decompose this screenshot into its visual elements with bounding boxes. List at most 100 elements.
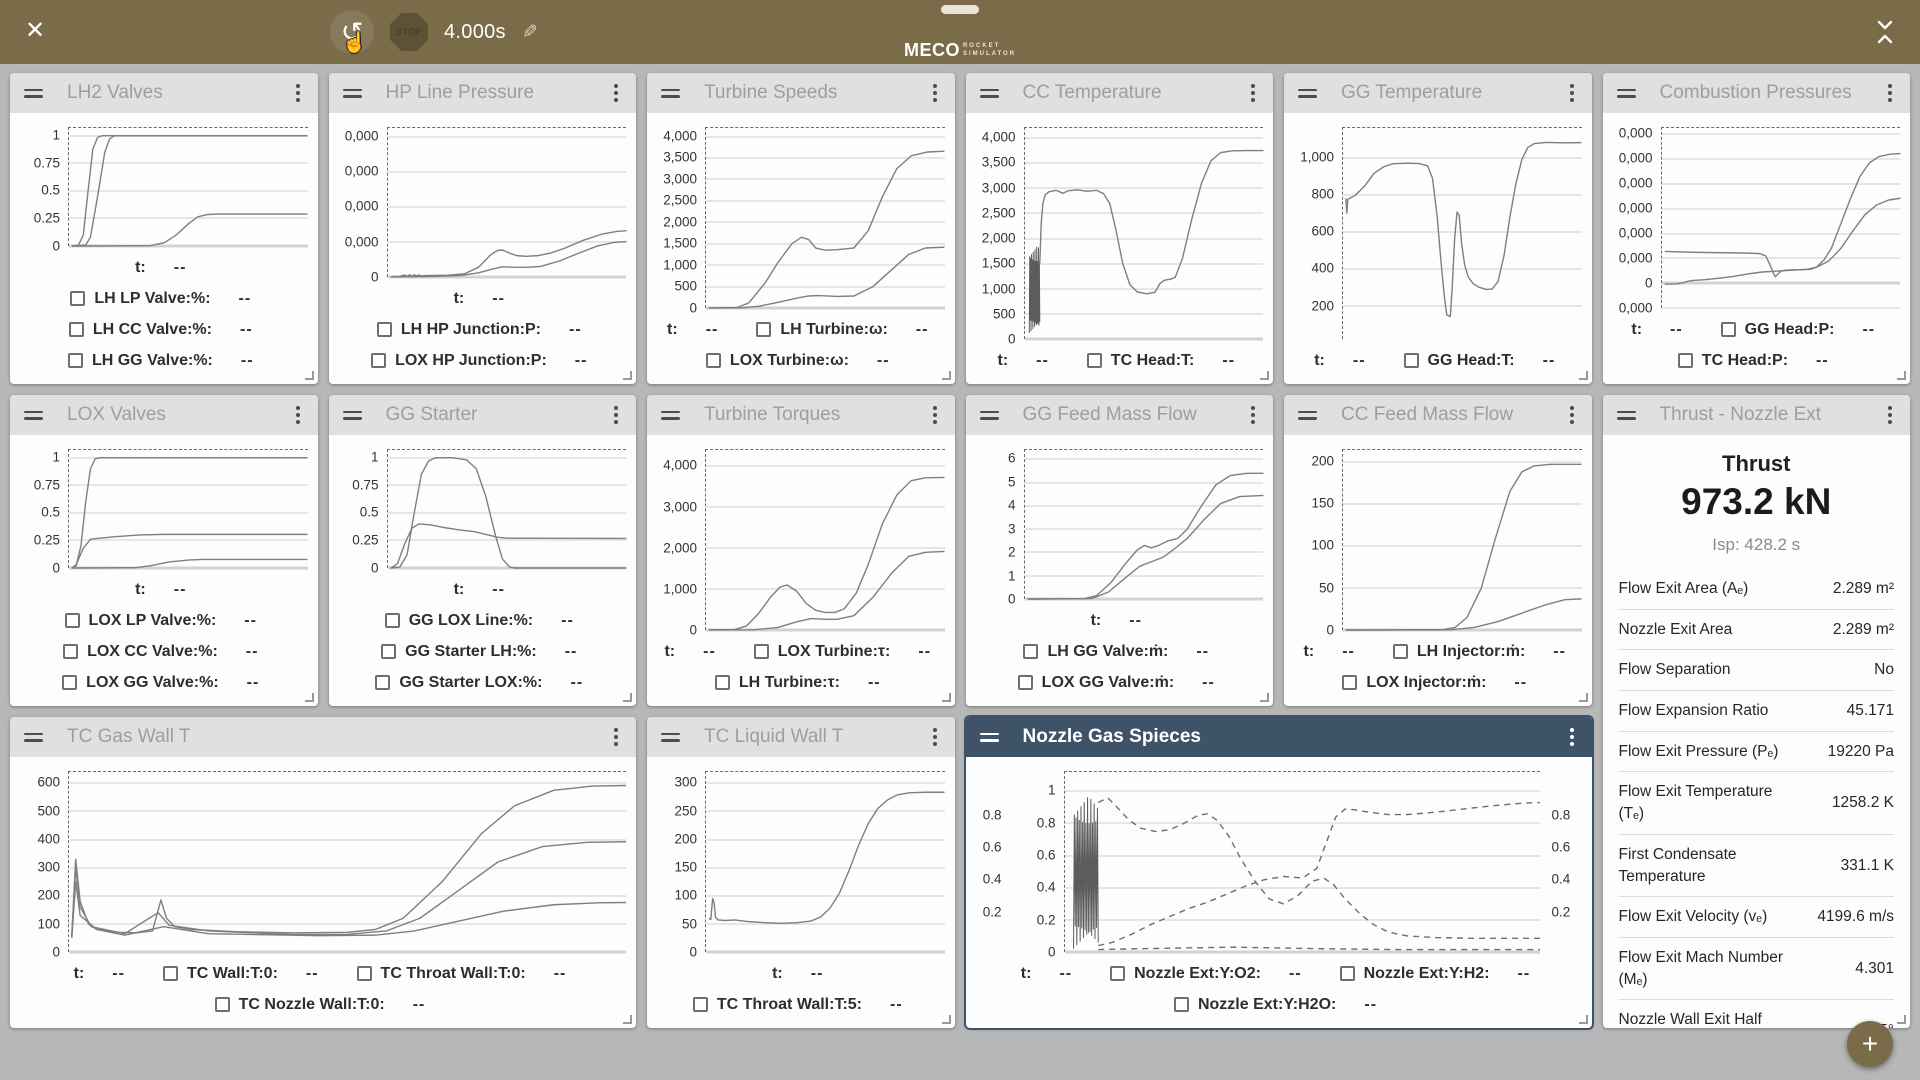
resize-handle[interactable] (1578, 693, 1588, 702)
checkbox-icon[interactable] (1339, 966, 1355, 981)
resize-handle[interactable] (623, 371, 632, 380)
checkbox-icon[interactable] (756, 322, 772, 337)
checkbox-icon[interactable] (62, 675, 78, 690)
legend-label: TC Head:P: (1701, 351, 1789, 369)
checkbox-icon[interactable] (1023, 644, 1039, 659)
checkbox-icon[interactable] (67, 353, 83, 368)
resize-handle[interactable] (1897, 371, 1906, 380)
drag-handle-icon[interactable] (1298, 410, 1317, 420)
kebab-menu-icon[interactable] (610, 724, 622, 750)
checkbox-icon[interactable] (162, 966, 178, 981)
checkbox-icon[interactable] (1392, 644, 1408, 659)
drag-handle-bar (979, 95, 999, 98)
checkbox-icon[interactable] (753, 644, 769, 659)
kebab-menu-icon[interactable] (1884, 80, 1896, 106)
axis-tick-label: 0 (52, 944, 60, 960)
checkbox-icon[interactable] (371, 353, 387, 368)
resize-handle[interactable] (1897, 1015, 1906, 1024)
checkbox-icon[interactable] (356, 966, 372, 981)
drag-handle-icon[interactable] (24, 88, 43, 98)
checkbox-icon[interactable] (375, 675, 391, 690)
checkbox-icon[interactable] (63, 644, 79, 659)
kebab-menu-icon[interactable] (1566, 402, 1578, 428)
checkbox-icon[interactable] (376, 322, 392, 337)
resize-handle[interactable] (941, 1015, 951, 1024)
legend-value: -- (239, 320, 253, 338)
gridline (69, 894, 626, 897)
checkbox-icon[interactable] (64, 613, 80, 628)
resize-handle[interactable] (623, 1015, 632, 1024)
drag-handle-icon[interactable] (661, 410, 680, 420)
checkbox-icon[interactable] (1403, 353, 1419, 368)
kebab-menu-icon[interactable] (292, 80, 304, 106)
checkbox-icon[interactable] (1173, 997, 1189, 1012)
legend-item: LH Turbine:τ: -- (714, 674, 881, 692)
checkbox-icon[interactable] (705, 353, 721, 368)
legend-label: t: (772, 964, 783, 982)
checkbox-icon[interactable] (714, 675, 730, 690)
drawer-handle[interactable] (941, 5, 979, 14)
checkbox-icon[interactable] (1342, 675, 1358, 690)
checkbox-icon[interactable] (384, 613, 400, 628)
drag-handle-icon[interactable] (661, 88, 680, 98)
stat-label: Flow Exit Mach Number (Mₑ) (1618, 948, 1784, 988)
kebab-menu-icon[interactable] (1247, 402, 1259, 428)
legend-item: LH Injector:ṁ: -- (1392, 643, 1566, 661)
gridline (69, 217, 308, 220)
drag-handle-icon[interactable] (24, 410, 43, 420)
kebab-menu-icon[interactable] (1566, 724, 1578, 750)
edit-time-icon[interactable]: ✎ (521, 21, 538, 43)
checkbox-icon[interactable] (1110, 966, 1126, 981)
add-panel-button[interactable]: + (1847, 1021, 1893, 1067)
axis-tick-label: 2,000 (663, 214, 697, 230)
checkbox-icon[interactable] (68, 322, 84, 337)
axis-tick-label: 0.5 (41, 504, 60, 520)
drag-handle-icon[interactable] (979, 732, 999, 742)
drag-handle-icon[interactable] (1298, 88, 1317, 98)
checkbox-icon[interactable] (1720, 322, 1736, 337)
resize-handle[interactable] (1260, 371, 1269, 380)
restart-button[interactable]: ↺ ☝ (330, 10, 374, 54)
resize-handle[interactable] (941, 693, 951, 702)
legend-value: -- (246, 673, 260, 691)
drag-handle-icon[interactable] (661, 732, 680, 742)
kebab-menu-icon[interactable] (929, 724, 941, 750)
time-readout: t: -- (1091, 612, 1142, 630)
checkbox-icon[interactable] (1086, 353, 1102, 368)
legend-label: LH LP Valve:%: (94, 289, 211, 307)
kebab-menu-icon[interactable] (610, 80, 622, 106)
resize-handle[interactable] (304, 371, 314, 380)
kebab-dot (1251, 91, 1255, 95)
kebab-menu-icon[interactable] (1566, 80, 1578, 106)
y-axis: 1 0.75 0.5 0.25 0 (14, 449, 68, 575)
drag-handle-icon[interactable] (342, 410, 362, 420)
drag-handle-icon[interactable] (979, 410, 999, 420)
checkbox-icon[interactable] (381, 644, 397, 659)
stop-button[interactable]: STOP (390, 13, 428, 51)
resize-handle[interactable] (304, 693, 314, 702)
kebab-menu-icon[interactable] (929, 402, 941, 428)
checkbox-icon[interactable] (1677, 353, 1693, 368)
y-axis: 6 5 4 3 2 1 0 (970, 449, 1024, 607)
drag-handle-icon[interactable] (24, 732, 43, 742)
kebab-menu-icon[interactable] (1247, 80, 1259, 106)
kebab-menu-icon[interactable] (610, 402, 622, 428)
checkbox-icon[interactable] (692, 997, 708, 1012)
resize-handle[interactable] (941, 371, 951, 380)
checkbox-icon[interactable] (214, 997, 230, 1012)
resize-handle[interactable] (1578, 1015, 1588, 1024)
drag-handle-icon[interactable] (1616, 410, 1636, 420)
resize-handle[interactable] (623, 693, 632, 702)
drag-handle-icon[interactable] (979, 88, 999, 98)
kebab-menu-icon[interactable] (929, 80, 941, 106)
resize-handle[interactable] (1578, 371, 1588, 380)
drag-handle-icon[interactable] (342, 88, 362, 98)
checkbox-icon[interactable] (1017, 675, 1033, 690)
kebab-menu-icon[interactable] (292, 402, 304, 428)
checkbox-icon[interactable] (70, 291, 86, 306)
resize-handle[interactable] (1260, 693, 1269, 702)
kebab-menu-icon[interactable] (1884, 402, 1896, 428)
close-icon[interactable]: ✕ (24, 17, 46, 44)
drag-handle-icon[interactable] (1616, 88, 1636, 98)
collapse-toolbar-icon[interactable] (1872, 18, 1898, 46)
